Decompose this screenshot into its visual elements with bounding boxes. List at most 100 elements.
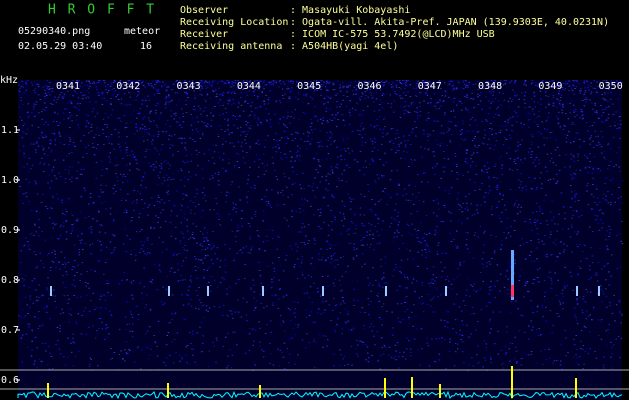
noise-dot <box>250 247 253 249</box>
noise-dot <box>54 224 56 226</box>
noise-dot <box>253 94 256 96</box>
noise-dot <box>218 219 220 220</box>
noise-dot <box>291 111 293 113</box>
noise-dot <box>67 302 69 304</box>
noise-dot <box>193 105 195 107</box>
noise-dot <box>357 87 360 89</box>
noise-dot <box>90 269 93 270</box>
noise-dot <box>183 137 186 139</box>
noise-dot <box>254 80 256 82</box>
noise-dot <box>402 135 405 137</box>
noise-dot <box>255 306 257 308</box>
noise-dot <box>561 228 564 230</box>
noise-dot <box>147 347 149 349</box>
noise-dot <box>470 98 473 99</box>
noise-dot <box>507 119 510 120</box>
noise-dot <box>408 225 410 227</box>
noise-dot <box>536 227 538 229</box>
noise-dot <box>576 323 579 325</box>
noise-dot <box>615 111 617 113</box>
noise-dot <box>231 181 233 183</box>
noise-dot <box>186 93 188 94</box>
noise-dot <box>124 104 126 106</box>
noise-dot <box>561 112 563 114</box>
noise-dot <box>333 353 335 355</box>
noise-dot <box>575 316 577 318</box>
noise-dot <box>91 124 93 126</box>
noise-dot <box>100 294 102 296</box>
noise-dot <box>556 107 558 109</box>
noise-dot <box>27 111 29 113</box>
noise-dot <box>490 102 492 104</box>
noise-dot <box>249 114 251 116</box>
noise-dot <box>149 309 152 311</box>
noise-dot <box>366 244 368 246</box>
noise-dot <box>524 83 526 85</box>
noise-dot <box>399 82 401 84</box>
noise-dot <box>390 106 393 108</box>
noise-dot <box>105 100 107 102</box>
noise-dot <box>374 203 377 205</box>
noise-dot <box>205 309 208 311</box>
noise-dot <box>370 290 372 292</box>
noise-dot <box>191 333 194 335</box>
noise-dot <box>33 235 35 236</box>
noise-dot <box>103 80 105 81</box>
noise-dot <box>93 83 96 85</box>
noise-dot <box>512 116 514 118</box>
noise-dot <box>260 123 263 125</box>
noise-dot <box>479 226 482 228</box>
noise-dot <box>584 167 587 169</box>
noise-dot <box>459 329 461 331</box>
noise-dot <box>253 117 256 119</box>
noise-dot <box>428 148 430 150</box>
noise-dot <box>77 313 79 315</box>
noise-dot <box>244 162 246 164</box>
noise-dot <box>192 330 194 332</box>
noise-dot <box>575 86 578 88</box>
noise-dot <box>359 130 361 132</box>
noise-dot <box>248 90 251 92</box>
noise-dot <box>399 95 401 97</box>
noise-dot <box>546 253 548 255</box>
noise-dot <box>538 115 540 117</box>
noise-dot <box>456 124 459 126</box>
noise-dot <box>236 344 238 346</box>
noise-dot <box>384 117 386 119</box>
noise-dot <box>43 137 45 139</box>
noise-dot <box>150 226 152 228</box>
noise-dot <box>282 270 285 272</box>
noise-dot <box>305 316 308 318</box>
noise-dot <box>120 120 122 122</box>
noise-dot <box>477 212 479 214</box>
noise-dot <box>216 96 218 98</box>
noise-dot <box>584 326 587 328</box>
noise-dot <box>267 229 270 230</box>
noise-dot <box>149 326 151 328</box>
noise-dot <box>600 319 603 321</box>
noise-dot <box>475 165 477 167</box>
noise-dot <box>329 108 332 110</box>
noise-dot <box>439 99 441 101</box>
noise-dot <box>63 119 65 120</box>
noise-dot <box>579 267 582 269</box>
noise-dot <box>616 235 618 236</box>
noise-dot <box>533 95 536 97</box>
noise-dot <box>98 134 100 136</box>
noise-dot <box>142 250 145 252</box>
noise-dot <box>85 122 88 124</box>
noise-dot <box>531 135 534 137</box>
noise-dot <box>489 190 491 192</box>
noise-dot <box>436 226 438 227</box>
noise-dot <box>125 341 127 342</box>
noise-dot <box>570 275 573 277</box>
noise-dot <box>540 350 542 352</box>
noise-dot <box>573 109 575 111</box>
noise-dot <box>130 313 133 315</box>
noise-dot <box>474 83 477 85</box>
noise-dot <box>559 100 562 102</box>
noise-dot <box>324 86 327 88</box>
noise-dot <box>195 270 197 271</box>
noise-dot <box>260 122 262 123</box>
noise-dot <box>228 158 230 160</box>
